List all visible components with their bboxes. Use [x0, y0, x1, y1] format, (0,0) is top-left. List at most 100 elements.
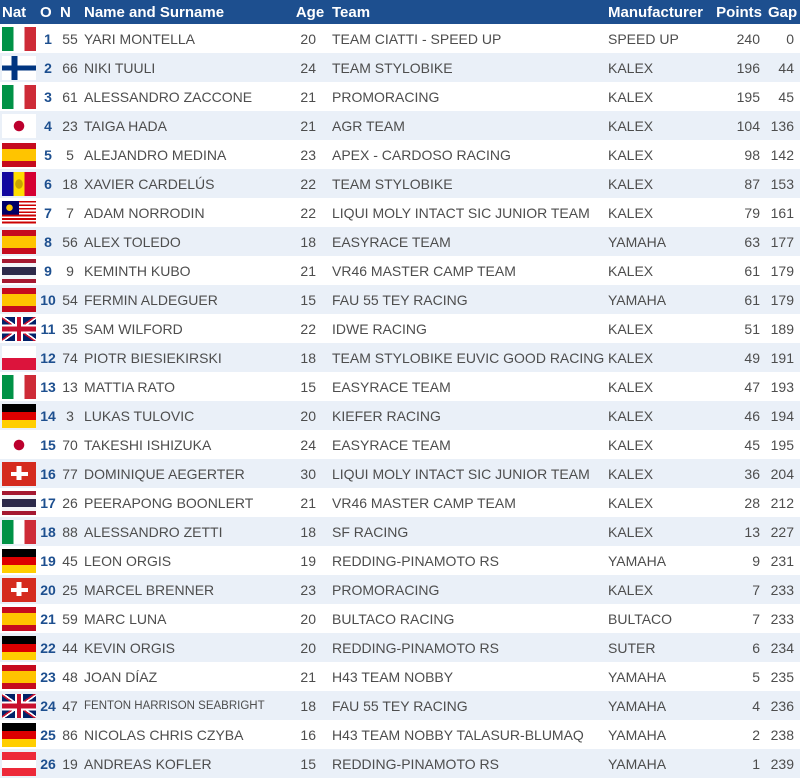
table-row[interactable]: 2 66 NIKI TUULI 24 TEAM STYLOBIKE KALEX 196 44	[0, 53, 800, 82]
points-cell: 196	[736, 59, 760, 76]
table-row[interactable]: 5 5 ALEJANDRO MEDINA 23 APEX - CARDOSO RACIN…	[0, 140, 800, 169]
position-cell: 3	[44, 88, 52, 105]
points-cell: 87	[744, 175, 760, 192]
team-cell: TEAM STYLOBIKE EUVIC GOOD RACING	[332, 349, 605, 366]
table-row[interactable]: 26 19 ANDREAS KOFLER 15 REDDING-PINAMOTO RS Y…	[0, 749, 800, 778]
table-row[interactable]: 25 86 NICOLAS CHRIS CZYBA 16 H43 TEAM NOBBY …	[0, 720, 800, 749]
manufacturer-cell: SUTER	[608, 639, 656, 656]
team-cell: H43 TEAM NOBBY	[332, 668, 454, 685]
rider-name-cell: ALEJANDRO MEDINA	[84, 146, 227, 163]
table-row[interactable]: 11 35 SAM WILFORD 22 IDWE RACING KALEX 51 189	[0, 314, 800, 343]
team-cell: BULTACO RACING	[332, 610, 455, 627]
header-nat[interactable]: Nat	[2, 3, 27, 21]
header-number[interactable]: N	[60, 3, 71, 21]
position-cell: 24	[40, 697, 56, 714]
nationality-flag	[0, 256, 38, 285]
uk-flag-icon	[2, 693, 36, 718]
table-row[interactable]: 22 44 KEVIN ORGIS 20 REDDING-PINAMOTO RS SUTE…	[0, 633, 800, 662]
table-row[interactable]: 8 56 ALEX TOLEDO 18 EASYRACE TEAM YAMAHA 63 177	[0, 227, 800, 256]
rider-number-cell: 23	[62, 117, 78, 134]
table-row[interactable]: 7 7 ADAM NORRODIN 22 LIQUI MOLY INTACT SIC J…	[0, 198, 800, 227]
rider-number-cell: 35	[62, 320, 78, 337]
rider-name-cell: ALESSANDRO ZETTI	[84, 523, 223, 540]
nationality-flag	[0, 140, 38, 169]
table-row[interactable]: 21 59 MARC LUNA 20 BULTACO RACING BULTACO 7 233	[0, 604, 800, 633]
rider-number-cell: 5	[66, 146, 74, 163]
manufacturer-cell: KALEX	[608, 204, 654, 221]
rider-name-cell: ANDREAS KOFLER	[84, 755, 212, 772]
rider-number-cell: 7	[66, 204, 74, 221]
manufacturer-cell: KALEX	[608, 117, 654, 134]
points-cell: 61	[744, 291, 760, 308]
position-cell: 5	[44, 146, 52, 163]
table-row[interactable]: 13 13 MATTIA RATO 15 EASYRACE TEAM KALEX 47 193	[0, 372, 800, 401]
position-cell: 14	[40, 407, 56, 424]
table-row[interactable]: 9 9 KEMINTH KUBO 21 VR46 MASTER CAMP TEAM KAL…	[0, 256, 800, 285]
age-cell: 15	[300, 755, 316, 772]
rider-number-cell: 3	[66, 407, 74, 424]
points-cell: 63	[744, 233, 760, 250]
gap-cell: 44	[778, 59, 794, 76]
nationality-flag	[0, 633, 38, 662]
header-points[interactable]: Points	[716, 3, 762, 21]
table-row[interactable]: 6 18 XAVIER CARDELÚS 22 TEAM STYLOBIKE KALEX 8…	[0, 169, 800, 198]
header-team[interactable]: Team	[332, 3, 371, 21]
header-name[interactable]: Name and Surname	[84, 3, 225, 21]
nationality-flag	[0, 691, 38, 720]
age-cell: 22	[300, 320, 316, 337]
team-cell: TEAM STYLOBIKE	[332, 59, 453, 76]
rider-number-cell: 48	[62, 668, 78, 685]
rider-name-cell: KEVIN ORGIS	[84, 639, 176, 656]
gap-cell: 0	[786, 30, 794, 47]
nationality-flag	[0, 459, 38, 488]
team-cell: VR46 MASTER CAMP TEAM	[332, 494, 516, 511]
nationality-flag	[0, 488, 38, 517]
table-row[interactable]: 15 70 TAKESHI ISHIZUKA 24 EASYRACE TEAM KALEX…	[0, 430, 800, 459]
rider-number-cell: 66	[62, 59, 78, 76]
table-row[interactable]: 14 3 LUKAS TULOVIC 20 KIEFER RACING KALEX 46 19…	[0, 401, 800, 430]
rider-name-cell: PEERAPONG BOONLERT	[84, 494, 254, 511]
age-cell: 21	[300, 117, 316, 134]
japan-flag-icon	[2, 432, 36, 457]
table-row[interactable]: 16 77 DOMINIQUE AEGERTER 30 LIQUI MOLY INTAC…	[0, 459, 800, 488]
nationality-flag	[0, 401, 38, 430]
gap-cell: 235	[770, 668, 794, 685]
table-row[interactable]: 10 54 FERMIN ALDEGUER 15 FAU 55 TEY RACING YA…	[0, 285, 800, 314]
header-age[interactable]: Age	[295, 3, 325, 21]
table-header: Nat O N Name and Surname Age Team Manufa…	[0, 0, 800, 24]
spain-flag-icon	[2, 142, 36, 167]
nationality-flag	[0, 314, 38, 343]
header-position[interactable]: O	[40, 3, 52, 21]
position-cell: 16	[40, 465, 56, 482]
table-row[interactable]: 1 55 YARI MONTELLA 20 TEAM CIATTI - SPEED UP…	[0, 24, 800, 53]
gap-cell: 193	[770, 378, 794, 395]
header-manufacturer[interactable]: Manufacturer	[608, 3, 704, 21]
age-cell: 24	[300, 436, 316, 453]
table-row[interactable]: 19 45 LEON ORGIS 19 REDDING-PINAMOTO RS YAMAH…	[0, 546, 800, 575]
team-cell: EASYRACE TEAM	[332, 436, 451, 453]
header-gap[interactable]: Gap	[768, 3, 798, 21]
manufacturer-cell: KALEX	[608, 262, 654, 279]
italy-flag-icon	[2, 519, 36, 544]
points-cell: 1	[752, 755, 760, 772]
table-row[interactable]: 24 47 FENTON HARRISON SEABRIGHT 18 FAU 55 TE…	[0, 691, 800, 720]
table-row[interactable]: 3 61 ALESSANDRO ZACCONE 21 PROMORACING KALEX 1…	[0, 82, 800, 111]
rider-number-cell: 54	[62, 291, 78, 308]
position-cell: 10	[40, 291, 56, 308]
points-cell: 45	[744, 436, 760, 453]
age-cell: 23	[300, 581, 316, 598]
manufacturer-cell: SPEED UP	[608, 30, 679, 47]
age-cell: 20	[300, 639, 316, 656]
table-row[interactable]: 18 88 ALESSANDRO ZETTI 18 SF RACING KALEX 13 22…	[0, 517, 800, 546]
table-row[interactable]: 4 23 TAIGA HADA 21 AGR TEAM KALEX 104 136	[0, 111, 800, 140]
table-row[interactable]: 17 26 PEERAPONG BOONLERT 21 VR46 MASTER CAMP…	[0, 488, 800, 517]
rider-number-cell: 86	[62, 726, 78, 743]
age-cell: 30	[300, 465, 316, 482]
points-cell: 98	[744, 146, 760, 163]
nationality-flag	[0, 575, 38, 604]
table-row[interactable]: 12 74 PIOTR BIESIEKIRSKI 18 TEAM STYLOBIKE E…	[0, 343, 800, 372]
table-row[interactable]: 23 48 JOAN DÍAZ 21 H43 TEAM NOBBY YAMAHA 5 235	[0, 662, 800, 691]
table-row[interactable]: 20 25 MARCEL BRENNER 23 PROMORACING KALEX 7 233	[0, 575, 800, 604]
position-cell: 11	[40, 320, 56, 337]
